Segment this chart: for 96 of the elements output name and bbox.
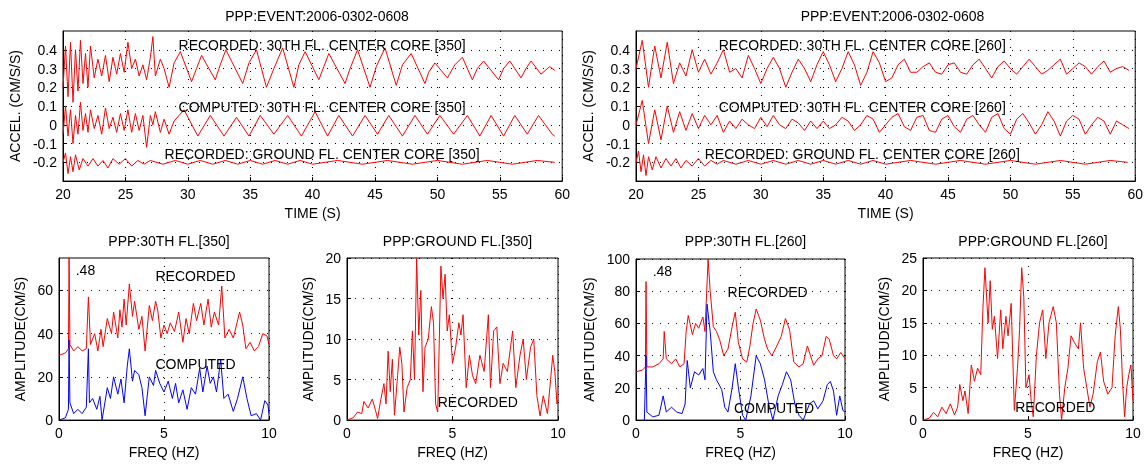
y-tick-label: 0 — [909, 412, 918, 429]
x-tick-label: 10 — [550, 425, 566, 442]
x-tick-label: 35 — [815, 186, 832, 203]
y-tick-label: 15 — [901, 314, 918, 331]
series-label: RECORDED: 30TH FL. CENTER CORE [350] — [178, 36, 466, 53]
series-label: RECORDED — [437, 394, 518, 411]
y-tick-label: 0 — [45, 412, 54, 429]
line-series — [635, 99, 1130, 145]
y-tick-label: -0.1 — [605, 135, 631, 152]
x-tick-label: 30 — [753, 186, 769, 203]
x-axis-title: FREQ (HZ) — [417, 444, 488, 460]
x-tick-label: 50 — [1002, 186, 1019, 203]
x-tick-label: 5 — [736, 425, 745, 442]
chart-title: PPP:30TH FL.[260] — [684, 233, 807, 249]
y-tick-label: 10 — [325, 331, 342, 348]
x-tick-label: 50 — [429, 186, 446, 203]
y-tick-label: 0.4 — [37, 41, 58, 58]
x-tick-label: 5 — [448, 425, 457, 442]
y-tick-label: 10 — [901, 347, 918, 364]
x-tick-label: 10 — [837, 425, 853, 442]
y-tick-label: 0.3 — [37, 60, 58, 77]
x-tick-label: 55 — [1065, 186, 1081, 203]
line-series — [635, 150, 1129, 176]
y-tick-label: 5 — [909, 379, 918, 396]
line-series — [62, 36, 556, 103]
y-tick-label: 60 — [37, 282, 54, 299]
y-axis-title: ACCEL. (CM/S/S) — [580, 50, 596, 163]
x-axis-title: TIME (S) — [857, 205, 914, 221]
y-tick-label: 80 — [614, 283, 631, 300]
x-tick-label: 40 — [877, 186, 894, 203]
x-tick-label: 25 — [117, 186, 134, 203]
chart-title: PPP:EVENT:2006-0302-0608 — [800, 8, 985, 24]
y-tick-label: 40 — [614, 347, 631, 364]
series-label: RECORDED — [155, 268, 236, 285]
annotation: .48 — [75, 261, 96, 278]
y-tick-label: 0.3 — [610, 60, 631, 77]
y-axis-title: ACCEL. (CM/S/S) — [7, 50, 23, 163]
y-tick-label: 100 — [606, 251, 631, 267]
y-tick-label: -0.2 — [32, 154, 58, 171]
x-tick-label: 5 — [1024, 425, 1033, 442]
chart-title: PPP:30TH FL.[350] — [108, 233, 230, 249]
y-tick-label: 5 — [333, 371, 342, 388]
y-tick-label: 20 — [901, 282, 918, 299]
series-label: RECORDED: GROUND FL. CENTER CORE [350] — [164, 146, 480, 163]
y-tick-label: 0 — [622, 116, 631, 133]
x-axis-title: FREQ (HZ) — [705, 444, 776, 460]
series-label: COMPUTED: 30TH FL. CENTER CORE [260] — [718, 99, 1006, 116]
x-axis-title: TIME (S) — [284, 205, 341, 221]
x-tick-label: 40 — [304, 186, 321, 203]
line-series — [635, 39, 1130, 88]
series-label: RECORDED: 30TH FL. CENTER CORE [260] — [718, 36, 1006, 53]
y-tick-label: 20 — [614, 379, 631, 396]
x-tick-label: 45 — [940, 186, 957, 203]
chart-title: PPP:EVENT:2006-0302-0608 — [225, 8, 410, 24]
y-tick-label: 0.4 — [610, 41, 631, 58]
y-tick-label: 0 — [49, 116, 58, 133]
series-label: RECORDED — [727, 284, 808, 301]
x-tick-label: 60 — [1127, 186, 1144, 203]
x-tick-label: 35 — [242, 186, 259, 203]
x-axis-title: FREQ (HZ) — [128, 444, 200, 460]
x-tick-label: 10 — [1125, 425, 1141, 442]
series-label: COMPUTED: 30TH FL. CENTER CORE [350] — [178, 99, 466, 116]
y-axis-title: AMPLITUDE(CM/S) — [580, 277, 597, 402]
x-tick-label: 5 — [160, 425, 169, 442]
y-tick-label: 20 — [37, 368, 54, 385]
annotation: .48 — [652, 262, 673, 279]
line-series — [58, 257, 270, 356]
y-tick-label: 0 — [622, 412, 631, 429]
line-series — [643, 303, 846, 421]
y-tick-label: 40 — [37, 325, 54, 342]
x-tick-label: 30 — [180, 186, 196, 203]
x-axis-title: FREQ (HZ) — [992, 444, 1064, 460]
x-tick-label: 45 — [367, 186, 384, 203]
y-tick-label: 0.2 — [37, 79, 58, 96]
y-tick-label: 0.2 — [610, 79, 631, 96]
series-label: RECORDED: GROUND FL. CENTER CORE [260] — [704, 146, 1020, 163]
y-axis-title: AMPLITUDE(CM/S) — [299, 276, 316, 402]
y-tick-label: -0.1 — [32, 135, 58, 152]
x-tick-label: 25 — [690, 186, 707, 203]
x-tick-label: 10 — [261, 425, 277, 442]
y-tick-label: 15 — [325, 290, 342, 307]
y-tick-label: 0 — [333, 412, 342, 429]
y-axis-title: AMPLITUDE(CM/S) — [11, 276, 28, 402]
line-series — [62, 101, 556, 148]
chart-title: PPP:GROUND FL.[260] — [958, 233, 1108, 249]
y-tick-label: 0.1 — [37, 98, 58, 115]
x-tick-label: 60 — [554, 186, 571, 203]
chart-title: PPP:GROUND FL.[350] — [382, 233, 533, 249]
x-tick-label: 55 — [492, 186, 508, 203]
y-tick-label: 20 — [325, 250, 342, 266]
y-tick-label: 25 — [901, 250, 918, 266]
y-axis-title: AMPLITUDE(CM/S) — [875, 276, 892, 402]
line-series — [346, 257, 559, 421]
y-tick-label: -0.2 — [605, 154, 631, 171]
y-tick-label: 60 — [614, 315, 631, 332]
y-tick-label: 0.1 — [610, 98, 631, 115]
